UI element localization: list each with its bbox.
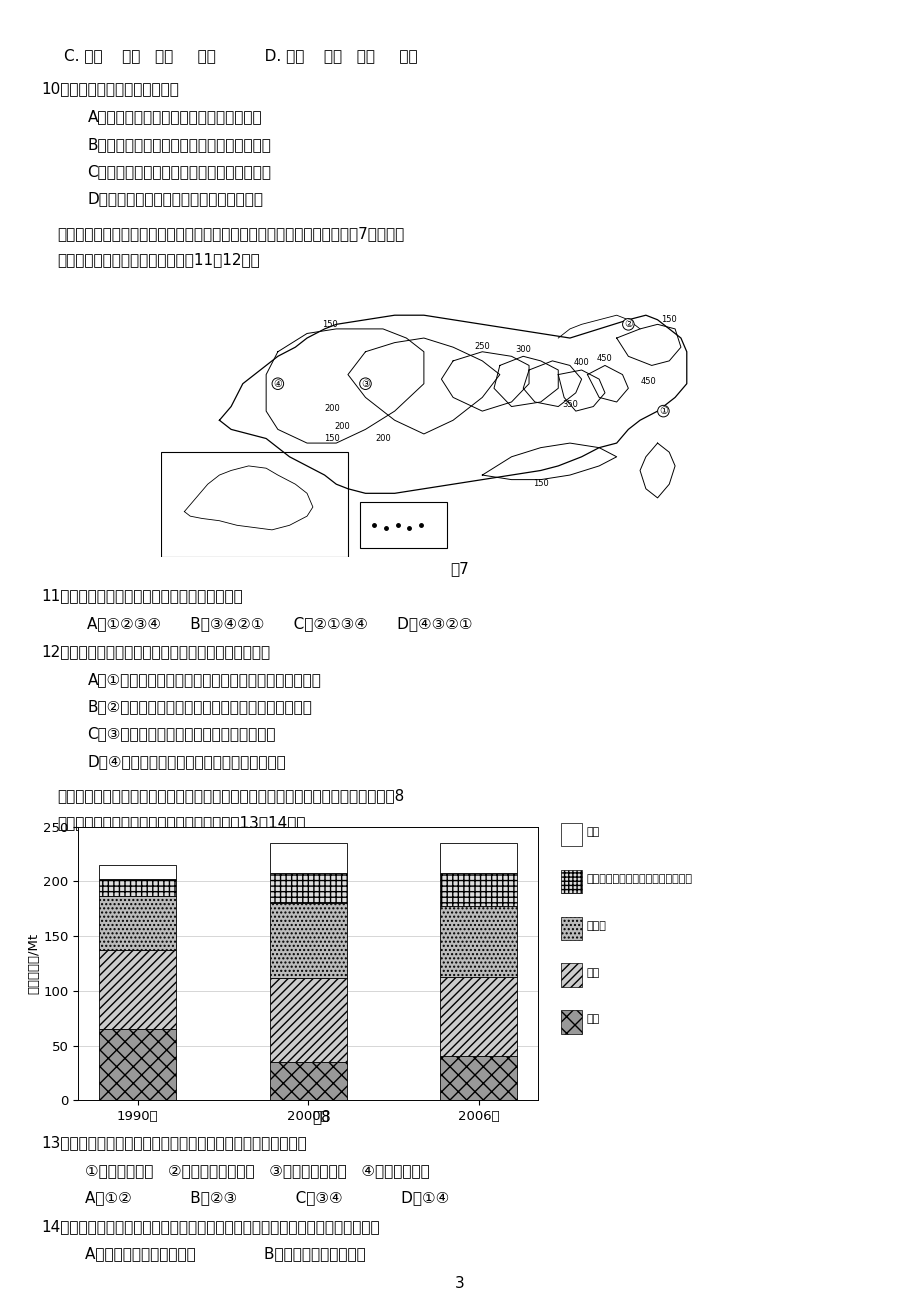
- Bar: [359, 503, 447, 548]
- Text: C．③地区人口潜力主要限制性因素是水资源: C．③地区人口潜力主要限制性因素是水资源: [87, 727, 276, 742]
- Text: 人口潜力指数是指目前人口状况下各地区能够继续容纳人口的潜力大小。图7为美国人: 人口潜力指数是指目前人口状况下各地区能够继续容纳人口的潜力大小。图7为美国人: [57, 227, 403, 242]
- Text: 450: 450: [641, 376, 656, 385]
- Bar: [269, 1062, 346, 1100]
- Text: B．②地区人口潜力大小主要的影响因素是消费水平高: B．②地区人口潜力大小主要的影响因素是消费水平高: [87, 699, 312, 715]
- Text: 14．英国山地占比大，但水电在能源结构中所占比重一直很低，其自然原因主要是: 14．英国山地占比大，但水电在能源结构中所占比重一直很低，其自然原因主要是: [41, 1219, 380, 1234]
- Text: D．④地区人口潜力主要限制性因素是矿产资源: D．④地区人口潜力主要限制性因素是矿产资源: [87, 754, 286, 769]
- Text: ①: ①: [658, 406, 667, 417]
- Text: 450: 450: [596, 354, 612, 363]
- Text: 400: 400: [573, 358, 589, 367]
- Bar: [269, 844, 346, 872]
- Text: 一次电力（海上风电、核电、水电）: 一次电力（海上风电、核电、水电）: [586, 874, 692, 884]
- Text: 其他: 其他: [586, 827, 599, 837]
- Text: 煤炭: 煤炭: [586, 1014, 599, 1025]
- Bar: [440, 844, 516, 872]
- Text: 200: 200: [334, 422, 349, 431]
- Text: 口潜力指数分布示意图，据图回答11～12题。: 口潜力指数分布示意图，据图回答11～12题。: [57, 253, 259, 268]
- Bar: [269, 872, 346, 904]
- Text: A．①②③④      B．③④②①      C．②①③④      D．④③②①: A．①②③④ B．③④②① C．②①③④ D．④③②①: [87, 616, 472, 631]
- Text: D．丁农业用水比重大与该地气候干旱有关: D．丁农业用水比重大与该地气候干旱有关: [87, 191, 263, 207]
- Text: ②: ②: [623, 319, 632, 329]
- Text: 150: 150: [323, 319, 338, 328]
- Bar: [161, 452, 347, 557]
- Text: 300: 300: [515, 345, 530, 354]
- Bar: [99, 1029, 176, 1100]
- Text: 250: 250: [474, 342, 490, 352]
- Text: 天然气: 天然气: [586, 921, 607, 931]
- Bar: [269, 904, 346, 978]
- Text: 200: 200: [375, 434, 391, 443]
- Bar: [99, 896, 176, 950]
- Text: A．降水量少，河流流量小              B．河流流量季节变化大: A．降水量少，河流流量小 B．河流流量季节变化大: [85, 1246, 365, 1262]
- Text: 150: 150: [532, 479, 548, 488]
- Text: 150: 150: [661, 315, 676, 324]
- Text: 为英国能源消费总量和结构变化图，读图回答13～14题。: 为英国能源消费总量和结构变化图，读图回答13～14题。: [57, 815, 305, 831]
- Text: 13．有关英国能源消费结构变化所带来的影响的叙述正确结构是: 13．有关英国能源消费结构变化所带来的影响的叙述正确结构是: [41, 1135, 307, 1151]
- Text: 3: 3: [455, 1276, 464, 1292]
- Bar: [99, 865, 176, 879]
- Text: C. 广西    宁夏   上海     北京          D. 宁夏    北京   上海     广西: C. 广西 宁夏 上海 北京 D. 宁夏 北京 上海 广西: [64, 48, 417, 64]
- Text: A．甲生活用水比例高是由于该地气候炎热: A．甲生活用水比例高是由于该地气候炎热: [87, 109, 262, 125]
- Text: 12．关于图中各地人口潜力影响因素的叙述，正确的是: 12．关于图中各地人口潜力影响因素的叙述，正确的是: [41, 644, 270, 660]
- Y-axis label: 能源消费量/Mt: 能源消费量/Mt: [28, 934, 40, 993]
- Text: B．乙工业用水比例高表明工业用水循环率低: B．乙工业用水比例高表明工业用水循环率低: [87, 137, 271, 152]
- Text: 石油: 石油: [586, 967, 599, 978]
- Text: ①改善大气质量   ②缓解气候变暖趋势   ③减少臭氧层破坏   ④增加就业机会: ①改善大气质量 ②缓解气候变暖趋势 ③减少臭氧层破坏 ④增加就业机会: [85, 1163, 429, 1178]
- Text: 350: 350: [562, 400, 577, 409]
- Text: A．①②            B．②③            C．③④            D．①④: A．①② B．②③ C．③④ D．①④: [85, 1190, 448, 1206]
- Text: 10．据图推断以下说法正确的是: 10．据图推断以下说法正确的是: [41, 81, 179, 96]
- Text: A．①地区人口潜力大小主要的影响因素是自然条件优越: A．①地区人口潜力大小主要的影响因素是自然条件优越: [87, 672, 321, 687]
- Text: 200: 200: [324, 404, 340, 413]
- Bar: [440, 1056, 516, 1100]
- Text: ③: ③: [360, 379, 369, 389]
- Text: 图8: 图8: [312, 1109, 331, 1125]
- Bar: [99, 950, 176, 1029]
- Text: ④: ④: [273, 379, 282, 389]
- Text: 作为世界上首个将减排写入法律的国家，英国一直走在推进能源转型行动的前列。图8: 作为世界上首个将减排写入法律的国家，英国一直走在推进能源转型行动的前列。图8: [57, 788, 403, 803]
- Bar: [440, 872, 516, 905]
- Text: 图7: 图7: [450, 561, 469, 577]
- Bar: [269, 978, 346, 1062]
- Text: 150: 150: [324, 434, 340, 443]
- Bar: [99, 879, 176, 896]
- Bar: [440, 976, 516, 1056]
- Text: C．丙生态用水比例低说明该地植被覆盖率低: C．丙生态用水比例低说明该地植被覆盖率低: [87, 164, 271, 180]
- Text: 11．图中四地人口潜力由小到大的排序正确的是: 11．图中四地人口潜力由小到大的排序正确的是: [41, 589, 243, 604]
- Bar: [440, 905, 516, 976]
